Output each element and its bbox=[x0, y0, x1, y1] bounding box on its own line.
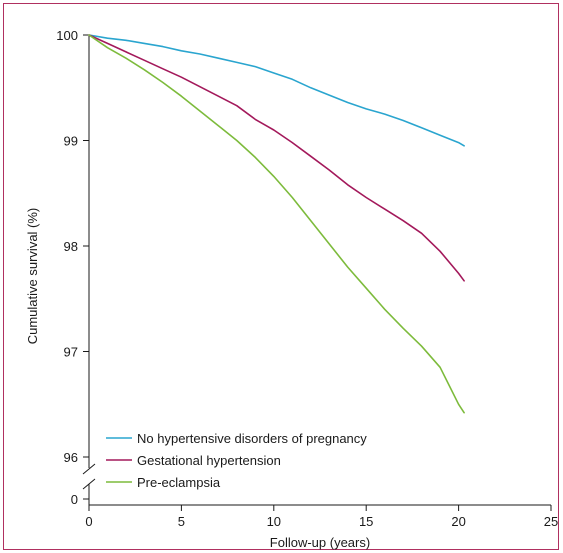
x-tick-label: 10 bbox=[267, 514, 281, 529]
y-axis-break-mark bbox=[82, 478, 96, 490]
legend: No hypertensive disorders of pregnancy Ge… bbox=[106, 431, 367, 490]
series-line-1 bbox=[88, 34, 465, 147]
x-tick-label: 0 bbox=[85, 514, 92, 529]
x-tick-label: 25 bbox=[544, 514, 558, 529]
x-axis: 0 5 10 15 20 25 bbox=[85, 504, 558, 529]
y-axis-break-mark bbox=[82, 463, 96, 475]
y-axis: 96 97 98 99 100 0 bbox=[56, 28, 96, 507]
legend-label: Pre-eclampsia bbox=[137, 475, 221, 490]
y-tick-label: 0 bbox=[71, 492, 78, 507]
y-tick-label: 96 bbox=[64, 450, 78, 465]
x-tick-label: 15 bbox=[359, 514, 373, 529]
legend-label: Gestational hypertension bbox=[137, 453, 281, 468]
series-line-2 bbox=[88, 34, 465, 282]
y-tick-label: 99 bbox=[64, 134, 78, 149]
x-axis-title: Follow-up (years) bbox=[270, 535, 370, 550]
y-axis-title: Cumulative survival (%) bbox=[25, 208, 40, 345]
y-tick-label: 98 bbox=[64, 239, 78, 254]
figure-frame bbox=[3, 3, 559, 550]
x-tick-label: 20 bbox=[451, 514, 465, 529]
y-tick-label: 100 bbox=[56, 28, 78, 43]
series-line-3 bbox=[88, 34, 465, 414]
x-tick-label: 5 bbox=[178, 514, 185, 529]
y-tick-label: 97 bbox=[64, 345, 78, 360]
series-lines bbox=[88, 34, 465, 414]
legend-label: No hypertensive disorders of pregnancy bbox=[137, 431, 367, 446]
